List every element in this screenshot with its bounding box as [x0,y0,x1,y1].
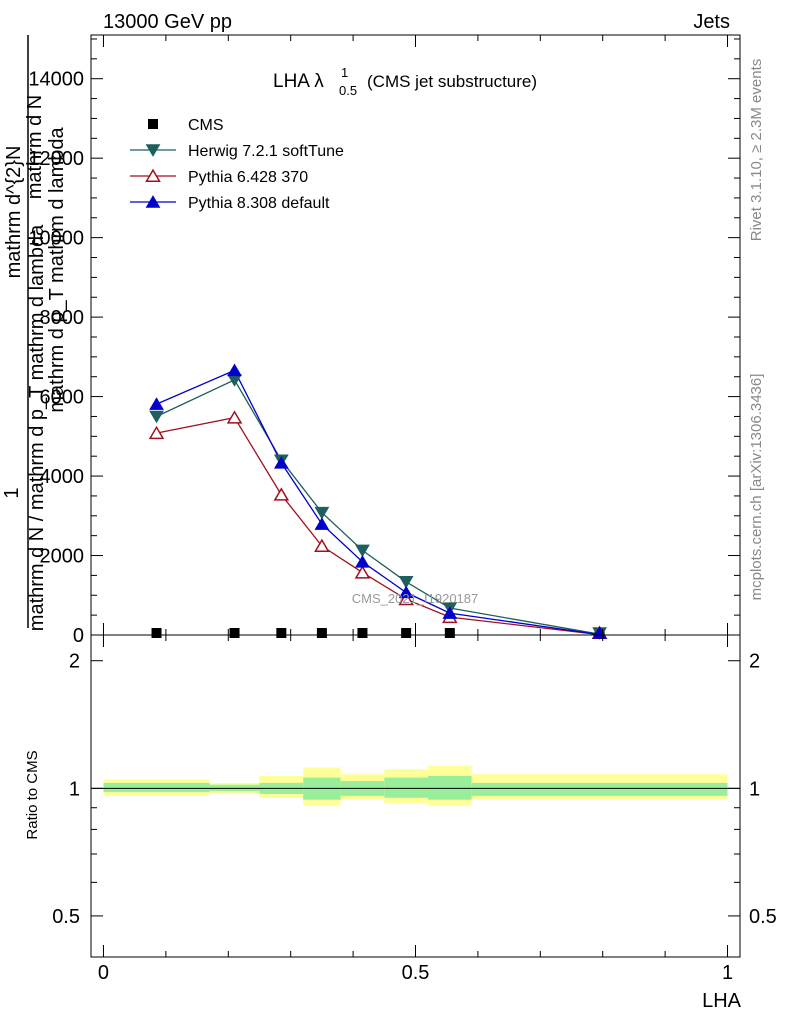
axis-tick-labels: 0 2000 4000 6000 8000 10000 12000 14000 0 0.5 1 0.5… [28,69,776,984]
series-lines [156,369,600,636]
ratio-band-inner [427,775,472,800]
ratio-band-inner [103,782,210,793]
data-point-pythia-8-308-default [314,517,330,530]
main-y-axis-label: 1 mathrm d^{2}N mathrm d N mathrm d p_T … [1,35,68,631]
plot-title-sup: 1 [341,65,348,80]
ratio-y-tick-label: 0.5 [52,906,80,928]
data-point-pythia-6-428-370 [148,425,165,440]
y-tick-label: 12000 [28,148,84,170]
plot-title-sub: 0.5 [339,83,357,98]
data-point-cms [444,628,455,638]
rivet-version-note: Rivet 3.1.10, ≥ 2.3M events [748,59,765,242]
data-point-herwig-7-2-1-softtune [314,506,330,520]
data-point-herwig-7-2-1-softtune [149,410,164,424]
y-tick-label: 8000 [40,307,85,329]
ratio-y-axis-label: Ratio to CMS [24,750,41,839]
ratio-uncertainty-bands [103,765,728,806]
y-tick-label: 2000 [40,546,85,568]
axis-ticks [91,35,740,957]
data-point-herwig-7-2-1-softtune [355,544,370,558]
series-line-pythia-6-428-370 [156,416,600,636]
y-tick-label: 6000 [40,387,85,409]
series-markers [148,363,608,640]
x-axis-label: LHA [702,990,742,1012]
plot-title-main: LHA λ [273,71,324,92]
data-point-cms [401,628,412,638]
ylabel-overlap-a: mathrm d N [24,95,46,199]
data-point-pythia-6-428-370 [226,410,243,424]
legend-label-herwig-7-2-1-softtune: Herwig 7.2.1 softTune [188,143,344,160]
data-point-pythia-6-428-370 [354,565,371,579]
data-point-pythia-6-428-370 [314,538,330,552]
data-point-cms [316,628,327,638]
legend: CMS Herwig 7.2.1 softTune Pythia 6.428 370… [130,117,344,212]
x-tick-label: 1 [722,962,733,984]
ratio-band-inner [471,782,728,796]
legend-label-pythia-6-428-370: Pythia 6.428 370 [188,169,308,186]
y-tick-label: 0 [73,625,84,647]
ratio-y-tick-label-right: 2 [749,651,760,673]
y-tick-label: 14000 [28,69,84,91]
data-point-pythia-8-308-default [273,456,289,469]
ratio-band-inner [384,777,428,798]
data-point-pythia-6-428-370 [273,487,290,501]
ratio-y-tick-label-right: 0.5 [749,906,777,928]
data-point-pythia-8-308-default [355,555,370,568]
data-point-pythia-8-308-default [149,397,164,410]
legend-marker-cms [148,119,158,129]
data-point-cms [276,628,287,638]
data-point-pythia-8-308-default [398,585,414,599]
mcplots-note: mcplots.cern.ch [arXiv:1306.3436] [748,374,765,601]
legend-label-pythia-8-308-default: Pythia 8.308 default [188,195,330,212]
ylabel-denominator: mathrm d N / mathrm d p_T mathrm d lambd… [26,224,48,631]
data-point-cms [229,628,240,638]
data-point-pythia-6-428-370 [398,591,414,606]
data-point-cms [357,628,368,638]
series-line-pythia-8-308-default [156,369,600,636]
legend-label-cms: CMS [188,117,224,134]
series-line-herwig-7-2-1-softtune [156,379,600,635]
x-tick-label: 0 [98,962,109,984]
legend-marker-pythia-6-428-370 [145,168,161,182]
x-tick-label: 0.5 [402,962,430,984]
ratio-y-tick-label-right: 1 [749,778,760,800]
plot-title-suffix: (CMS jet substructure) [367,72,537,91]
y-tick-label: 10000 [28,228,84,250]
data-point-pythia-8-308-default [227,363,242,377]
ylabel-numerator: mathrm d^{2}N [3,146,25,279]
analysis-watermark: CMS_2021_I1920187 [352,591,479,606]
ratio-y-tick-label: 1 [69,778,80,800]
legend-marker-herwig-7-2-1-softtune [145,144,161,157]
header-right: Jets [693,11,730,33]
ratio-y-tick-label: 2 [69,651,80,673]
plot-title: LHA λ [273,71,324,92]
data-point-pythia-8-308-default [442,606,458,619]
y-tick-label: 4000 [40,466,85,488]
header-left: 13000 GeV pp [103,11,232,33]
ylabel-one: 1 [1,487,23,498]
legend-marker-pythia-8-308-default [145,195,161,208]
data-point-herwig-7-2-1-softtune [398,576,414,589]
data-point-cms [151,628,162,638]
ylabel-overlap-b: mathrm d p_T mathrm d lambda [46,126,68,412]
